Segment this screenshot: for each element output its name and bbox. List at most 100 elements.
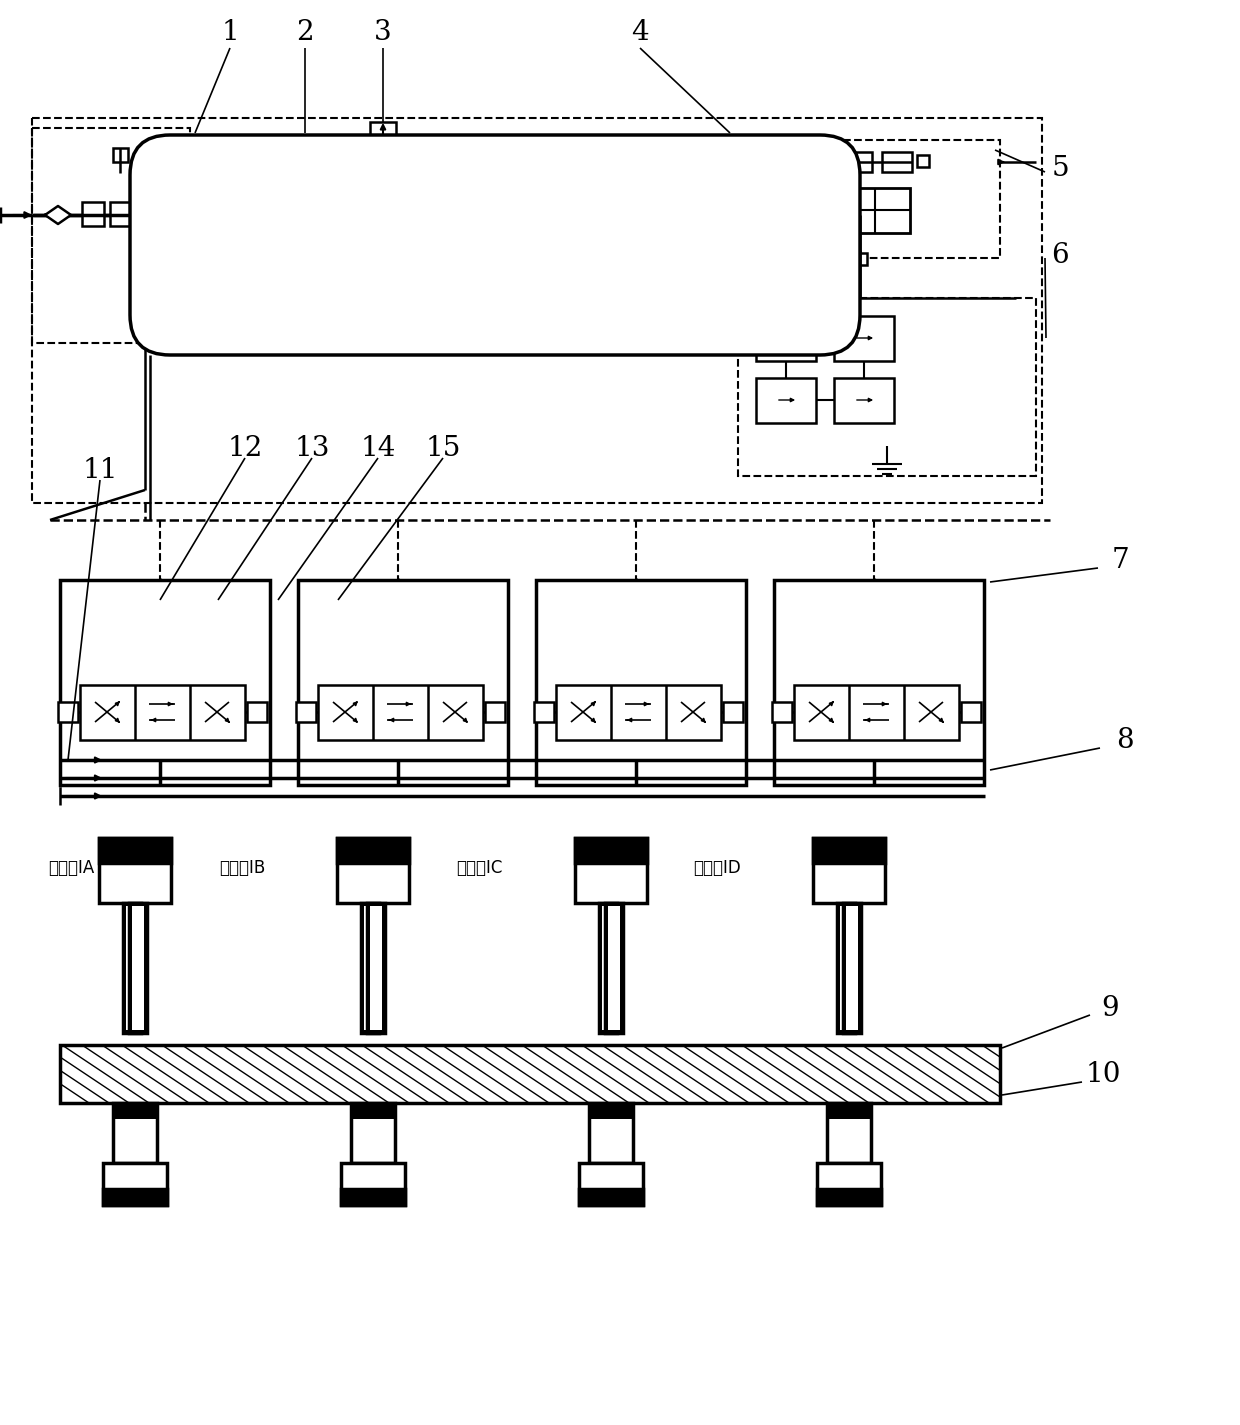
Bar: [773, 703, 792, 722]
Bar: [961, 703, 981, 722]
Bar: [131, 906, 144, 1030]
Bar: [81, 685, 246, 740]
Bar: [794, 685, 959, 740]
Bar: [99, 838, 171, 864]
Bar: [842, 152, 872, 172]
Bar: [579, 1163, 644, 1206]
Bar: [247, 703, 267, 722]
Bar: [370, 906, 382, 1030]
Bar: [58, 703, 78, 722]
Bar: [579, 1188, 644, 1206]
Bar: [367, 903, 384, 1033]
Bar: [60, 580, 270, 785]
Text: 13: 13: [294, 435, 330, 462]
Bar: [575, 838, 647, 903]
Bar: [738, 298, 1035, 476]
Bar: [813, 838, 885, 864]
Bar: [575, 838, 647, 864]
Bar: [103, 1188, 167, 1206]
Bar: [599, 903, 618, 1033]
Bar: [589, 1103, 632, 1119]
Bar: [296, 703, 316, 722]
Bar: [485, 703, 505, 722]
Bar: [110, 202, 131, 227]
Text: 6: 6: [1052, 241, 1069, 268]
Text: 5: 5: [1052, 154, 1069, 181]
Bar: [817, 1188, 880, 1206]
Bar: [579, 1188, 644, 1206]
Bar: [123, 903, 141, 1033]
Bar: [589, 1103, 632, 1163]
Bar: [846, 906, 858, 1030]
Bar: [827, 1103, 870, 1163]
Bar: [60, 1045, 999, 1103]
Bar: [853, 254, 867, 265]
Bar: [839, 906, 852, 1030]
Text: 10: 10: [1085, 1062, 1121, 1089]
Bar: [317, 685, 484, 740]
Bar: [341, 1188, 405, 1206]
Bar: [337, 838, 409, 903]
Bar: [817, 1163, 880, 1206]
Bar: [918, 155, 929, 167]
Bar: [103, 1163, 167, 1206]
Bar: [113, 1103, 157, 1163]
Bar: [817, 1188, 880, 1206]
Bar: [361, 903, 379, 1033]
Bar: [756, 316, 816, 361]
Bar: [337, 838, 409, 864]
Bar: [813, 838, 885, 903]
Bar: [113, 148, 128, 162]
Text: 1: 1: [221, 19, 239, 46]
Text: 2: 2: [296, 19, 314, 46]
Text: 8: 8: [1116, 727, 1133, 754]
Bar: [103, 1188, 167, 1206]
Bar: [601, 906, 614, 1030]
Bar: [32, 128, 190, 343]
Text: 合模缸IA: 合模缸IA: [48, 859, 94, 876]
Text: 4: 4: [631, 19, 649, 46]
Text: 12: 12: [227, 435, 263, 462]
Bar: [351, 1103, 396, 1163]
Bar: [534, 703, 554, 722]
Bar: [835, 378, 894, 423]
Bar: [832, 140, 999, 258]
Text: 15: 15: [425, 435, 461, 462]
Bar: [837, 903, 856, 1033]
Bar: [843, 903, 861, 1033]
Text: 14: 14: [361, 435, 396, 462]
Bar: [800, 208, 813, 222]
Text: 合模缸IC: 合模缸IC: [456, 859, 503, 876]
Bar: [774, 580, 985, 785]
Text: 合模缸ID: 合模缸ID: [693, 859, 742, 876]
Text: 3: 3: [374, 19, 392, 46]
Bar: [341, 1188, 405, 1206]
Bar: [756, 378, 816, 423]
Bar: [536, 580, 746, 785]
Bar: [337, 838, 409, 864]
Bar: [608, 906, 620, 1030]
Bar: [882, 152, 911, 172]
Bar: [113, 1103, 157, 1119]
FancyBboxPatch shape: [130, 135, 861, 355]
Text: 合模缸IB: 合模缸IB: [218, 859, 265, 876]
Bar: [556, 685, 720, 740]
Bar: [32, 118, 1042, 503]
Bar: [827, 1103, 870, 1119]
Bar: [126, 906, 138, 1030]
Text: 11: 11: [82, 456, 118, 483]
Bar: [370, 123, 396, 142]
Bar: [99, 838, 171, 903]
Bar: [129, 903, 148, 1033]
Bar: [298, 580, 508, 785]
Bar: [839, 188, 910, 234]
Polygon shape: [45, 207, 71, 224]
Text: 9: 9: [1101, 995, 1118, 1022]
Bar: [99, 838, 171, 864]
Bar: [82, 202, 104, 227]
Bar: [341, 1163, 405, 1206]
Bar: [575, 838, 647, 864]
Bar: [365, 906, 376, 1030]
Text: 7: 7: [1111, 547, 1128, 573]
Bar: [813, 838, 885, 864]
